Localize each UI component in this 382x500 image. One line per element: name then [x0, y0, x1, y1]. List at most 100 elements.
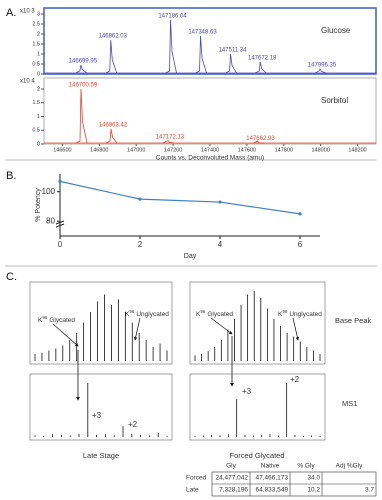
pointer-arrow: [133, 317, 141, 341]
x-tick-label: 147400: [201, 147, 219, 153]
row-label: MS1: [342, 399, 357, 408]
peak-label: 146862.03: [99, 34, 128, 40]
label-text: Unglycated: [136, 311, 169, 318]
pointer-arrow: [292, 317, 300, 341]
y-exponent: x10 4: [20, 79, 35, 85]
y-tick-label: 0: [37, 141, 40, 147]
peak-label: 147996.35: [308, 63, 337, 69]
peak: [165, 19, 177, 74]
plot-frame: [43, 7, 377, 75]
row-label: Base Peak: [335, 316, 372, 325]
table-header: Adj %Gly: [336, 463, 363, 470]
x-tick-label: 147600: [238, 147, 256, 153]
table-header: Gly: [226, 463, 237, 470]
spectrum-frame: [189, 373, 326, 441]
residue: K: [196, 311, 201, 318]
y-tick-label: 0: [37, 71, 40, 77]
x-tick-label: 147200: [164, 147, 182, 153]
x-tick-label: 148200: [348, 147, 366, 153]
x-tick-label: 4: [218, 240, 223, 249]
residue-label: K96 Glycated: [196, 309, 233, 318]
table-cell: 47,466,173: [255, 475, 288, 482]
y-tick-label: 1: [37, 114, 40, 120]
x-tick-label: 148000: [311, 147, 329, 153]
table-cell: 34.0: [307, 475, 320, 482]
table-header: Native: [261, 463, 280, 470]
label-text: Unglycated: [289, 311, 322, 318]
pointer-arrow: [52, 323, 79, 347]
label-text: Glycated: [207, 311, 233, 318]
panel-label: C.: [6, 271, 17, 283]
y-tick-label: 2: [37, 31, 40, 37]
table-cell: 24,477,042: [215, 475, 248, 482]
residue-number: 96: [200, 309, 206, 314]
residue-label: K96 Unglycated: [125, 309, 169, 318]
residue-number: 96: [129, 309, 135, 314]
peak: [75, 88, 88, 144]
y-tick-label: 2.5: [32, 21, 40, 27]
data-line: [59, 180, 301, 215]
x-tick-label: 2: [138, 240, 143, 249]
peak: [195, 35, 207, 74]
charge-label: +3: [92, 411, 102, 420]
residue: K: [278, 311, 283, 318]
x-tick-label: 146600: [53, 147, 71, 153]
peak: [255, 61, 267, 74]
y-tick-label: 2: [37, 86, 40, 92]
charge-label: +2: [128, 420, 138, 429]
y-tick-label: 0.5: [32, 61, 40, 67]
table-cell: Forced: [186, 475, 207, 482]
data-point: [58, 179, 62, 183]
peak: [162, 140, 175, 144]
x-tick-label: 0: [58, 240, 63, 249]
x-axis-label: Day: [184, 253, 197, 260]
residue-label: K96 Unglycated: [278, 309, 322, 318]
x-tick-label: 147800: [275, 147, 293, 153]
residue-number: 96: [42, 315, 48, 320]
peak: [105, 39, 118, 74]
table-cell: 10.2: [307, 487, 320, 494]
y-tick-label: 3: [37, 11, 40, 17]
panel-label: B.: [6, 170, 16, 182]
peak: [314, 68, 327, 74]
x-tick-label: 146800: [90, 147, 108, 153]
x-axis-label: Counts vs. Deconvoluted Mass (amu): [156, 155, 264, 162]
y-exponent: x10 3: [20, 9, 35, 15]
peak-label: 147348.63: [188, 30, 217, 36]
peak-label: 147511.34: [219, 48, 248, 54]
peak-label: 146699.95: [69, 59, 98, 65]
peak-label: 147662.93: [246, 136, 275, 142]
table-cell: 7,328,196: [219, 487, 248, 494]
peak: [225, 53, 237, 74]
column-label: Late Stage: [83, 451, 119, 460]
residue-label: K96 Glycated: [38, 315, 75, 324]
y-tick-label: 1.5: [32, 100, 40, 106]
peak: [253, 140, 265, 144]
label-text: Glycated: [49, 317, 75, 324]
spectrum-frame: [29, 373, 173, 441]
y-tick-label: 0.5: [32, 128, 40, 134]
y-tick-label: 100: [42, 187, 56, 196]
peak: [75, 64, 88, 74]
peak-label: 146700.59: [69, 83, 98, 89]
spectrum-frame: [29, 281, 173, 365]
y-axis-label: % Potency: [35, 188, 42, 222]
residue-number: 96: [282, 309, 288, 314]
peak-label: 147172.13: [156, 134, 185, 140]
x-tick-label: 147000: [127, 147, 145, 153]
pointer-arrow: [210, 317, 233, 335]
x-tick-label: 6: [298, 240, 303, 249]
panel-label: A.: [6, 7, 16, 19]
legend-entry: Glucose: [321, 26, 351, 35]
charge-label: +2: [290, 375, 300, 384]
table-cell: Late: [186, 487, 199, 494]
column-label: Forced Glycated: [229, 451, 284, 460]
axis-break: [55, 220, 65, 228]
table-header: % Gly: [297, 463, 315, 470]
y-tick-label: 1.5: [32, 41, 40, 47]
peak-label: 146863.42: [99, 122, 128, 128]
peak-label: 147672.18: [248, 56, 277, 62]
legend-entry: Sorbitol: [321, 96, 348, 105]
y-tick-label: 1: [37, 51, 40, 57]
